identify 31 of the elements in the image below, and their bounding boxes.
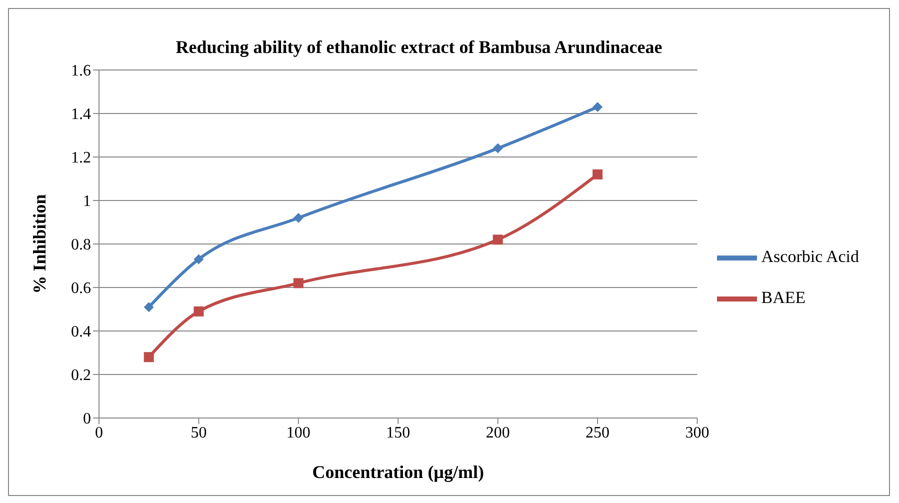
- y-tick-label: 0.2: [71, 367, 91, 384]
- point: [144, 302, 154, 312]
- point: [592, 102, 603, 112]
- legend-label: BAEE: [761, 288, 806, 307]
- x-tick-label: 100: [286, 424, 310, 442]
- y-tick-label: 0.4: [71, 324, 91, 341]
- y-tick-label: 0.8: [71, 236, 91, 254]
- x-tick-label: 0: [95, 424, 103, 442]
- point: [293, 278, 304, 288]
- y-tick-label: 0.6: [71, 280, 91, 298]
- chart-title: Reducing ability of ethanolic extract of Bambusa Arundinaceae: [174, 37, 664, 58]
- x-tick-label: 150: [386, 424, 410, 442]
- y-tick-label: 0: [83, 410, 91, 428]
- y-tick-label: 1.4: [71, 106, 91, 124]
- x-tick-label: 250: [586, 424, 610, 442]
- point: [492, 234, 503, 245]
- point: [592, 169, 603, 180]
- y-axis-title: % Inhibition: [29, 194, 50, 294]
- point: [144, 352, 154, 362]
- x-tick-label: 50: [190, 424, 207, 442]
- point: [194, 254, 204, 264]
- y-tick-label: 1.2: [71, 150, 91, 167]
- point: [293, 212, 304, 223]
- point: [492, 143, 503, 154]
- y-tick-label: 1.6: [71, 62, 91, 80]
- y-tick-label: 1: [83, 193, 91, 210]
- x-tick-label: 300: [685, 424, 710, 442]
- x-axis-title: Concentration (µg/ml): [312, 462, 484, 482]
- point: [194, 306, 204, 316]
- x-tick-label: 200: [486, 424, 510, 442]
- legend-label: Ascorbic Acid: [761, 246, 859, 266]
